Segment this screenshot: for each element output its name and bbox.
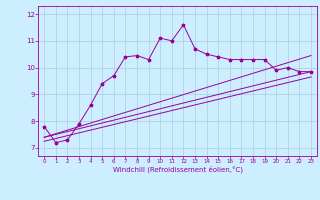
- X-axis label: Windchill (Refroidissement éolien,°C): Windchill (Refroidissement éolien,°C): [113, 166, 243, 173]
